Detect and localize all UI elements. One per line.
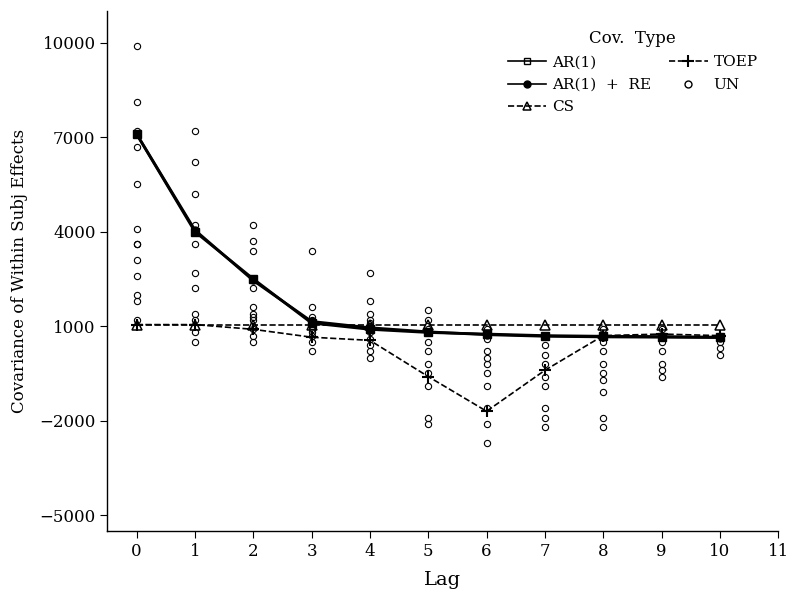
Y-axis label: Covariance of Within Subj Effects: Covariance of Within Subj Effects	[11, 129, 28, 413]
X-axis label: Lag: Lag	[424, 571, 462, 589]
Legend: AR(1), AR(1)  +  RE, CS, TOEP, UN: AR(1), AR(1) + RE, CS, TOEP, UN	[502, 24, 764, 121]
